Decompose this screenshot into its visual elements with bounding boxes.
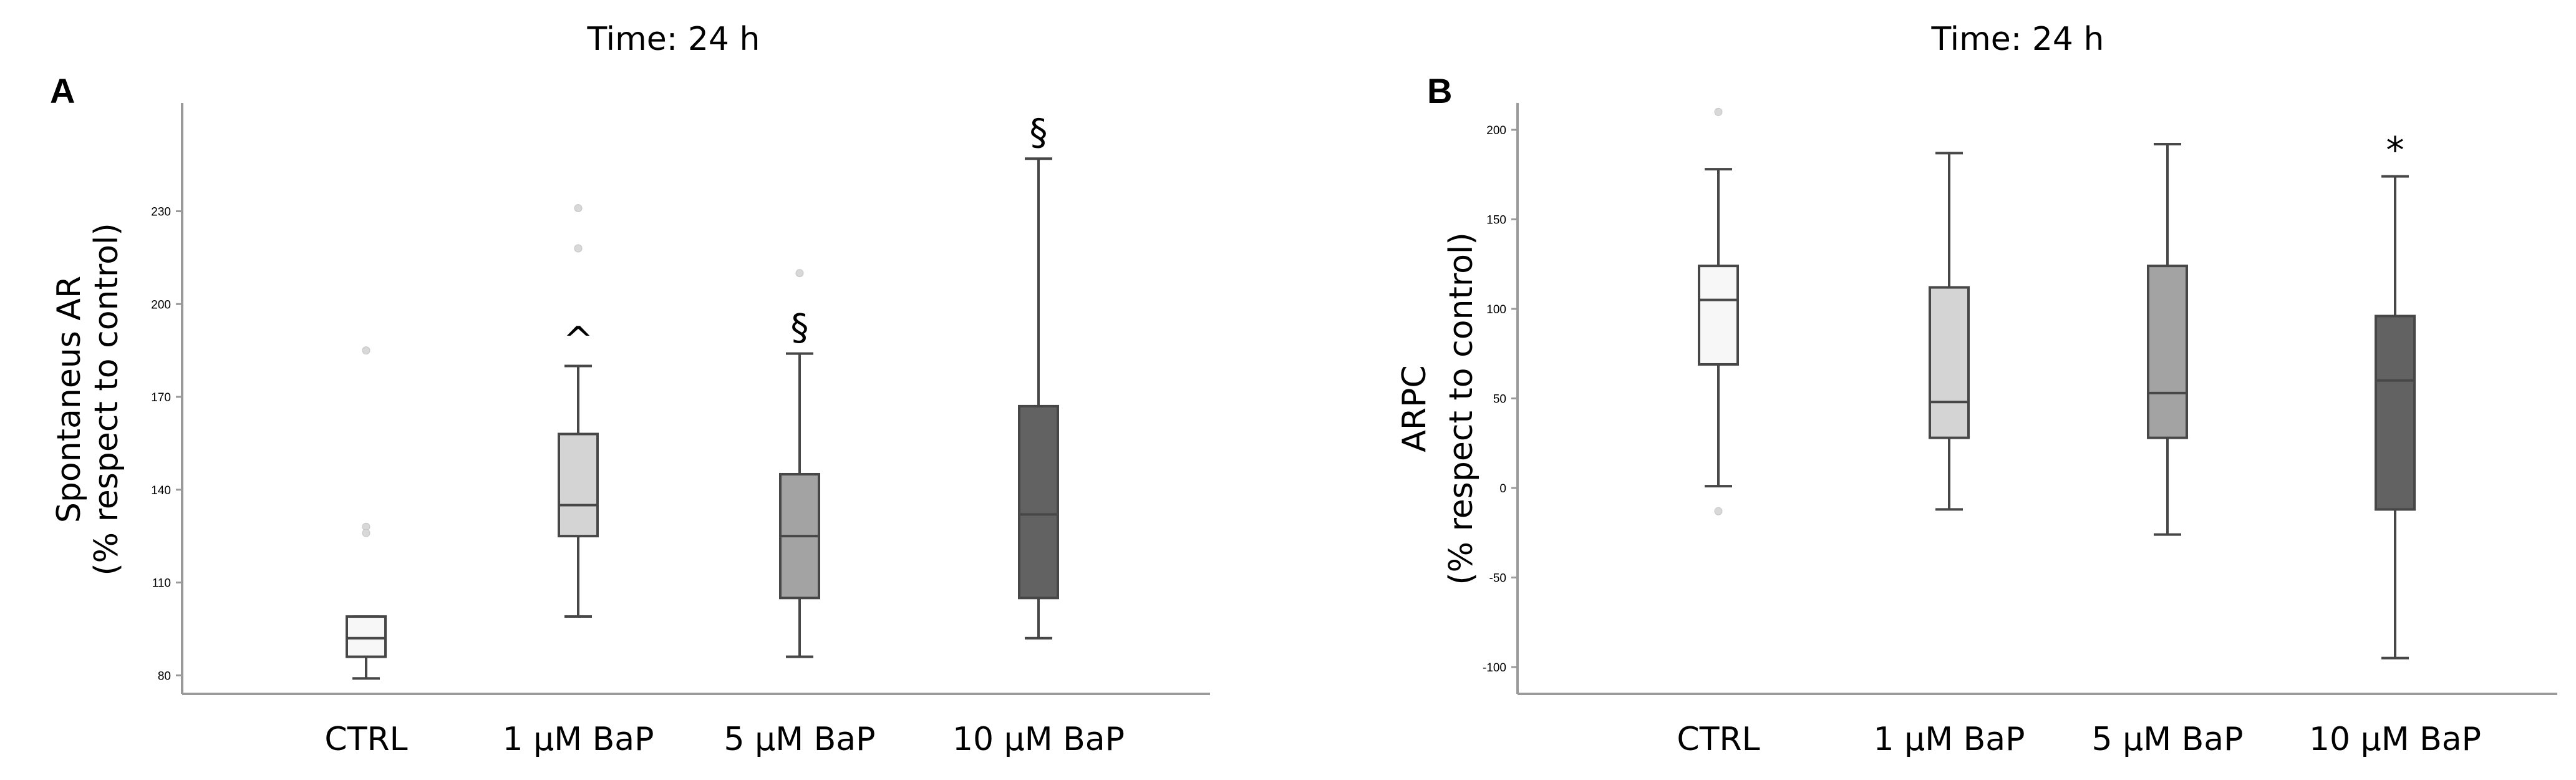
panel-b-categories: CTRL 1 µM BaP 5 µM BaP 10 µM BaP (1677, 721, 2481, 758)
x-category-label: CTRL (324, 721, 407, 758)
significance-marker: * (2386, 129, 2404, 172)
x-category-label: 5 µM BaP (2092, 721, 2244, 758)
panel-b-boxes: * (1698, 107, 2416, 660)
y-tick-label: 50 (1493, 393, 1506, 406)
y-tick-label: 230 (151, 206, 171, 219)
outlier-point (574, 244, 583, 253)
panel-b-ylabel-unit: (% respect to control) (1443, 232, 1480, 585)
panel-a-title: Time: 24 h (587, 21, 760, 58)
outlier-point (1714, 107, 1723, 116)
box-iqr (2375, 314, 2416, 511)
y-tick-label: 0 (1499, 482, 1506, 495)
panel-b-letter: B (1427, 71, 1452, 110)
outlier-point (362, 529, 370, 537)
significance-marker: ^ (563, 318, 594, 361)
panel-a-ylabel: Spontaneus AR (51, 276, 88, 523)
x-category-label: 10 µM BaP (2309, 721, 2481, 758)
y-tick-label: 200 (151, 298, 171, 311)
x-category-label: 1 µM BaP (503, 721, 654, 758)
panel-a-letter: A (50, 71, 75, 110)
y-tick-label: 150 (1486, 214, 1506, 227)
panel-b-ylabel: ARPC (1396, 365, 1433, 452)
y-tick-label: 140 (151, 484, 171, 497)
panel-a-y-ticks: 80 110 140 170 200 230 (151, 206, 182, 683)
x-category-label: 10 µM BaP (952, 721, 1125, 758)
box-iqr (2147, 265, 2188, 439)
significance-marker: § (1030, 111, 1048, 154)
x-category-label: 1 µM BaP (1874, 721, 2025, 758)
box-iqr (1698, 265, 1739, 366)
panel-a-boxes: ^ § § (346, 111, 1059, 680)
box-iqr (346, 615, 387, 658)
y-tick-label: -100 (1483, 661, 1506, 675)
y-tick-label: 170 (151, 391, 171, 404)
x-category-label: CTRL (1677, 721, 1760, 758)
x-category-label: 5 µM BaP (724, 721, 876, 758)
panel-b: Time: 24 h B ARPC (% respect to control)… (1396, 21, 2557, 758)
panel-a: Time: 24 h A Spontaneus AR (% respect to… (50, 21, 1210, 758)
panel-a-categories: CTRL 1 µM BaP 5 µM BaP 10 µM BaP (324, 721, 1125, 758)
y-tick-label: 200 (1486, 124, 1506, 137)
panel-a-ylabel-unit: (% respect to control) (88, 223, 125, 575)
y-tick-label: -50 (1489, 572, 1506, 585)
box-iqr (558, 432, 599, 538)
panel-b-y-ticks: -100 -50 0 50 100 150 200 (1483, 124, 1518, 675)
panel-b-title: Time: 24 h (1931, 21, 2104, 58)
box-iqr (1018, 404, 1059, 600)
outlier-point (795, 269, 804, 278)
y-tick-label: 100 (1486, 303, 1506, 316)
outlier-point (362, 346, 370, 355)
box-iqr (1929, 286, 1970, 439)
y-tick-label: 80 (158, 670, 171, 683)
outlier-point (574, 204, 583, 213)
significance-marker: § (791, 306, 809, 349)
y-tick-label: 110 (152, 577, 171, 590)
outlier-point (1714, 507, 1723, 515)
